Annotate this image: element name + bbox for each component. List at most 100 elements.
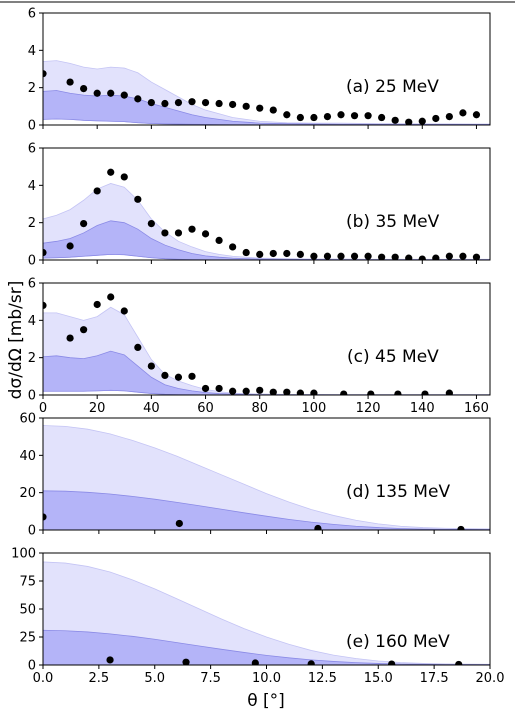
x-tick-label: 10.0 — [252, 671, 281, 686]
data-point — [459, 252, 467, 260]
inner-band-3 — [43, 350, 490, 395]
data-point — [256, 104, 264, 112]
x-tick-label: 60 — [197, 401, 214, 416]
data-point — [229, 387, 237, 395]
data-point — [364, 112, 372, 120]
y-axis-title: dσ/dΩ [mb/sr] — [6, 281, 26, 400]
y-tick-label: 75 — [19, 575, 36, 590]
panel-1: 0 2 4 6 (a) 25 MeV — [28, 7, 491, 134]
y-tick-label: 4 — [28, 314, 36, 329]
data-point — [174, 373, 183, 381]
data-point — [421, 390, 429, 395]
data-point — [350, 112, 359, 120]
panel-label: (d) 135 MeV — [346, 482, 450, 502]
data-point — [378, 253, 386, 260]
y-tick-label: 6 — [28, 277, 36, 292]
y-tick-label: 25 — [19, 631, 36, 646]
data-point — [161, 229, 169, 237]
data-point — [201, 230, 210, 238]
data-point — [457, 525, 465, 530]
data-point — [251, 659, 259, 665]
data-point — [310, 113, 318, 122]
inner-band-4 — [43, 490, 490, 530]
data-point — [323, 113, 332, 121]
data-point — [269, 249, 277, 258]
data-point — [80, 220, 88, 228]
data-point — [418, 117, 426, 125]
data-point — [188, 372, 196, 380]
data-point — [80, 326, 88, 334]
data-point — [107, 293, 115, 301]
data-point — [283, 111, 291, 119]
panel-label: (a) 25 MeV — [346, 77, 439, 97]
data-point — [405, 118, 413, 125]
data-point — [147, 220, 155, 228]
data-point — [256, 386, 264, 394]
y-tick-label: 2 — [28, 351, 36, 366]
y-tick-label: 0 — [28, 119, 36, 134]
data-point — [201, 384, 210, 393]
data-point — [43, 248, 47, 257]
data-point — [147, 99, 155, 107]
panel-label: (b) 35 MeV — [346, 212, 440, 232]
data-point — [161, 99, 169, 108]
data-point — [66, 78, 74, 86]
x-tick-label: 20.0 — [476, 671, 505, 686]
x-tick-label: 20 — [89, 401, 106, 416]
data-point — [215, 236, 223, 244]
x-tick-label: 0.0 — [33, 671, 54, 686]
panel-4: 0 20 40 60 (d) 135 MeV — [19, 412, 491, 539]
x-axis-title: θ [°] — [247, 691, 285, 711]
data-point — [391, 116, 399, 124]
data-point — [174, 229, 183, 237]
x-tick-label: 7.5 — [200, 671, 221, 686]
data-point — [367, 390, 375, 395]
data-point — [314, 524, 322, 530]
data-point — [337, 111, 345, 119]
data-point — [405, 254, 413, 260]
x-tick-label: 40 — [143, 401, 160, 416]
x-tick-label: 120 — [356, 401, 381, 416]
y-tick-label: 100 — [11, 547, 36, 562]
data-point — [472, 111, 481, 119]
data-point — [283, 249, 291, 258]
data-point — [120, 307, 128, 315]
y-tick-label: 0 — [28, 524, 36, 539]
axes-frame-1 — [42, 12, 491, 126]
data-point — [350, 252, 359, 260]
data-point — [323, 252, 332, 260]
y-tick-label: 0 — [28, 254, 36, 269]
data-point — [455, 660, 463, 665]
inner-band-1 — [43, 90, 490, 125]
data-point — [161, 371, 169, 379]
data-point — [445, 113, 453, 121]
data-point — [120, 91, 128, 99]
data-point — [242, 387, 250, 395]
data-point — [364, 252, 372, 260]
data-point — [215, 384, 223, 393]
data-point — [418, 255, 426, 260]
data-point — [147, 362, 155, 370]
data-point — [307, 660, 315, 665]
data-point — [107, 168, 115, 176]
data-point — [66, 334, 74, 342]
y-tick-label: 0 — [28, 659, 36, 674]
data-point — [472, 253, 481, 260]
data-point — [134, 95, 142, 103]
x-tick-label: 100 — [301, 401, 326, 416]
data-point — [134, 195, 142, 203]
panel-label: (c) 45 MeV — [347, 347, 439, 367]
data-point — [242, 102, 250, 110]
y-tick-label: 50 — [19, 603, 36, 618]
y-tick-label: 4 — [28, 44, 36, 59]
data-point — [93, 89, 101, 97]
data-point — [120, 173, 128, 181]
data-point — [283, 388, 291, 395]
y-tick-label: 20 — [19, 486, 36, 501]
y-tick-label: 6 — [28, 142, 36, 157]
data-point — [296, 250, 304, 258]
x-tick-label: 15.0 — [364, 671, 393, 686]
data-point — [388, 660, 396, 665]
